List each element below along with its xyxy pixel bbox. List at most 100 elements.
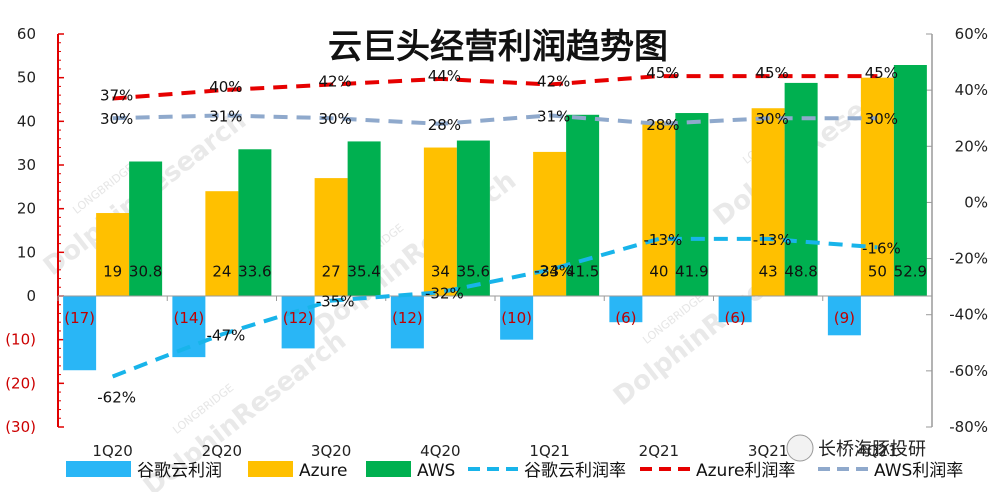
- left-tick-label: (10): [5, 331, 36, 349]
- bar-AWS-3Q20: [347, 141, 381, 296]
- line-AWS利润率: [112, 113, 878, 126]
- legend-label: Azure: [299, 461, 347, 481]
- category-label: 2Q20: [202, 442, 242, 460]
- legend-label: 谷歌云利润: [137, 461, 222, 481]
- bar-AWS-2Q21: [675, 113, 709, 296]
- line-label: 45%: [755, 64, 788, 82]
- wechat-icon: [786, 434, 814, 462]
- line-label: 30%: [865, 110, 898, 128]
- bar-谷歌云利润-4Q21: [827, 296, 861, 336]
- bar-label: (12): [283, 309, 314, 327]
- bar-label: 33.6: [238, 262, 271, 280]
- chart-title: 云巨头经营利润趋势图: [328, 27, 668, 67]
- line-label: 31%: [209, 107, 242, 125]
- bar-label: (6): [615, 309, 636, 327]
- left-tick-label: (20): [5, 374, 36, 392]
- category-label: 1Q21: [529, 442, 569, 460]
- bar-label: 19: [103, 262, 122, 280]
- left-tick-label: 10: [17, 243, 36, 261]
- bar-AWS-4Q20: [456, 140, 490, 296]
- bar-label: 35.6: [457, 262, 490, 280]
- bar-label: (10): [501, 309, 532, 327]
- line-label: -13%: [643, 231, 682, 249]
- legend-item: 谷歌云利润率: [468, 461, 626, 481]
- right-tick-label: -80%: [949, 418, 988, 436]
- bar-label: 40: [649, 262, 668, 280]
- brand-badge: 长桥海豚投研: [786, 434, 926, 462]
- right-tick-label: -60%: [949, 362, 988, 380]
- bar-谷歌云利润-1Q20: [63, 296, 97, 371]
- bar-Azure-2Q20: [205, 191, 239, 296]
- bar-Azure-2Q21: [642, 121, 676, 296]
- bar-Azure-1Q20: [96, 213, 130, 296]
- left-tick-label: 20: [17, 200, 36, 218]
- right-tick-label: -40%: [949, 306, 988, 324]
- bar-label: (17): [64, 309, 95, 327]
- line-label: 45%: [646, 64, 679, 82]
- bar-label: 52.9: [894, 262, 927, 280]
- bar-label: (9): [834, 309, 855, 327]
- line-label: -35%: [316, 293, 355, 311]
- bar-Azure-3Q20: [314, 178, 348, 296]
- line-series: [111, 74, 878, 379]
- right-tick-label: 0%: [964, 193, 988, 211]
- bar-label: (14): [173, 309, 204, 327]
- legend-item: 谷歌云利润: [66, 461, 222, 481]
- left-tick-label: (30): [5, 418, 36, 436]
- bar-谷歌云利润-4Q20: [390, 296, 424, 349]
- x-axis-categories: 1Q20 2Q20 3Q20 4Q20 1Q21 2Q21 3Q21 4Q21: [92, 442, 897, 460]
- legend-swatch: [66, 461, 131, 477]
- bar-label: 50: [868, 262, 887, 280]
- line-label: -47%: [206, 326, 245, 344]
- line-label: -32%: [425, 284, 464, 302]
- bar-谷歌云利润-3Q21: [718, 296, 752, 323]
- bar-label: 35.4: [347, 262, 380, 280]
- right-y-axis: 60% 40% 20% 0% -20% -40% -60% -80%: [926, 25, 988, 436]
- bar-谷歌云利润-1Q21: [500, 296, 534, 340]
- bar-label: 27: [322, 262, 341, 280]
- left-tick-label: 40: [17, 112, 36, 130]
- left-tick-label: 60: [17, 25, 36, 43]
- line-label: -16%: [862, 239, 901, 257]
- line-label: 30%: [318, 110, 351, 128]
- category-label: 1Q20: [92, 442, 132, 460]
- legend-label: AWS: [417, 461, 455, 481]
- category-label: 2Q21: [639, 442, 679, 460]
- bar-label: 30.8: [129, 262, 162, 280]
- legend-swatch: [248, 461, 293, 477]
- line-label: 42%: [318, 73, 351, 91]
- bar-series: [63, 65, 927, 371]
- line-label: 31%: [537, 107, 570, 125]
- bar-Azure-4Q20: [423, 147, 457, 296]
- legend: 谷歌云利润 Azure AWS 谷歌云利润率 Azure利润率 AWS利润率: [66, 461, 963, 481]
- legend-item: AWS: [366, 461, 455, 481]
- legend-label: 谷歌云利润率: [524, 461, 626, 481]
- bar-label: 48.8: [784, 262, 817, 280]
- bar-AWS-1Q21: [566, 114, 600, 297]
- bar-AWS-1Q20: [129, 161, 163, 296]
- bar-Azure-3Q21: [751, 108, 785, 296]
- line-label: 42%: [537, 73, 570, 91]
- legend-item: AWS利润率: [818, 461, 963, 481]
- data-labels: (17) (14) (12) (12) (10) (6) (6) (9) 19 24 27 34 33 4…: [64, 64, 927, 406]
- line-label: -13%: [753, 231, 792, 249]
- bar-AWS-4Q21: [893, 65, 927, 297]
- bar-Azure-4Q21: [860, 77, 894, 297]
- category-label: 3Q20: [311, 442, 351, 460]
- left-tick-label: 50: [17, 69, 36, 87]
- bar-谷歌云利润-2Q21: [609, 296, 643, 323]
- left-y-axis: 60 50 40 30 20 10 0 (10) (20) (30): [5, 25, 64, 436]
- bar-label: (6): [725, 309, 746, 327]
- left-tick-label: 0: [26, 287, 36, 305]
- bar-label: 34: [431, 262, 450, 280]
- left-tick-label: 30: [17, 156, 36, 174]
- line-label: 45%: [865, 64, 898, 82]
- bar-label: 41.9: [675, 262, 708, 280]
- right-tick-label: 20%: [955, 137, 988, 155]
- right-tick-label: 40%: [955, 81, 988, 99]
- right-tick-label: 60%: [955, 25, 988, 43]
- line-label: 30%: [100, 110, 133, 128]
- line-label: -24%: [534, 262, 573, 280]
- line-label: 40%: [209, 78, 242, 96]
